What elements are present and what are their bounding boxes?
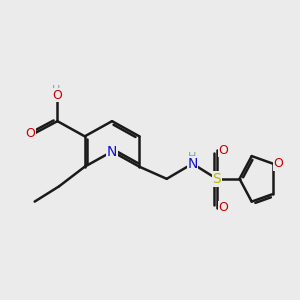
Text: S: S <box>212 172 221 186</box>
Text: H: H <box>188 152 197 162</box>
Text: H: H <box>52 85 60 95</box>
Text: O: O <box>52 89 62 102</box>
Text: N: N <box>107 145 117 158</box>
Text: O: O <box>218 143 228 157</box>
Text: O: O <box>218 201 228 214</box>
Text: O: O <box>274 157 283 170</box>
Text: O: O <box>25 127 35 140</box>
Text: N: N <box>187 157 198 171</box>
